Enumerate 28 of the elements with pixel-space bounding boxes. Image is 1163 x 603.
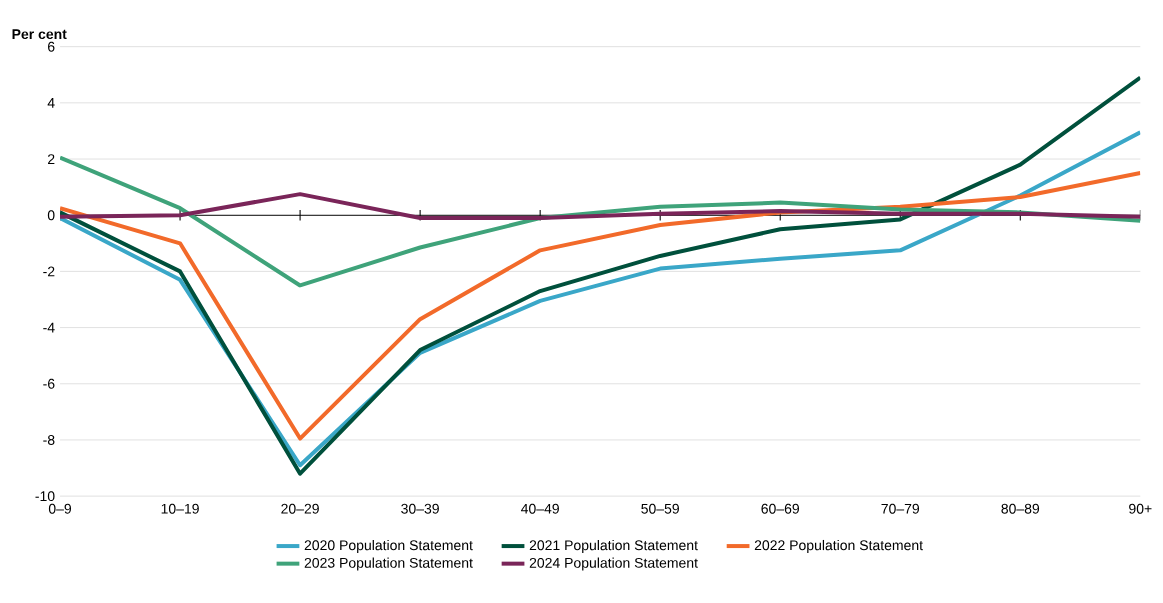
x-tick-label: 70–79 <box>881 503 920 514</box>
x-tick-label: 40–49 <box>521 503 559 514</box>
y-tick-label: 2 <box>48 154 55 165</box>
x-tick-label: 90+ <box>1129 503 1152 514</box>
y-tick-label: -8 <box>43 435 55 445</box>
line-series <box>60 171 1141 441</box>
legend-label: 2021 Population Statement <box>529 540 698 554</box>
legend-label: 2024 Population Statement <box>529 557 698 571</box>
x-tick-label: 20–29 <box>281 503 319 514</box>
y-axis-title: Per cent <box>12 29 67 40</box>
y-tick-label: -10 <box>35 491 55 502</box>
legend-label: 2020 Population Statement <box>304 540 473 554</box>
x-tick-label: 80–89 <box>1001 503 1040 514</box>
y-tick-label: -4 <box>43 322 55 333</box>
y-tick-label: -6 <box>43 378 55 389</box>
x-tick-label: 50–59 <box>641 503 679 514</box>
x-tick-label: 30–39 <box>401 503 439 514</box>
x-tick-label: 10–19 <box>161 503 199 514</box>
legend-label: 2022 Population Statement <box>754 540 923 554</box>
line-series <box>60 192 1141 221</box>
y-tick-label: 0 <box>47 210 55 221</box>
line-series <box>60 75 1141 476</box>
y-tick-label: -2 <box>43 266 55 277</box>
y-tick-label: 6 <box>48 41 55 52</box>
x-tick-label: 0–9 <box>48 503 72 514</box>
x-tick-label: 60–69 <box>761 503 800 514</box>
legend-label: 2023 Population Statement <box>304 557 473 571</box>
y-tick-label: 4 <box>47 98 55 108</box>
